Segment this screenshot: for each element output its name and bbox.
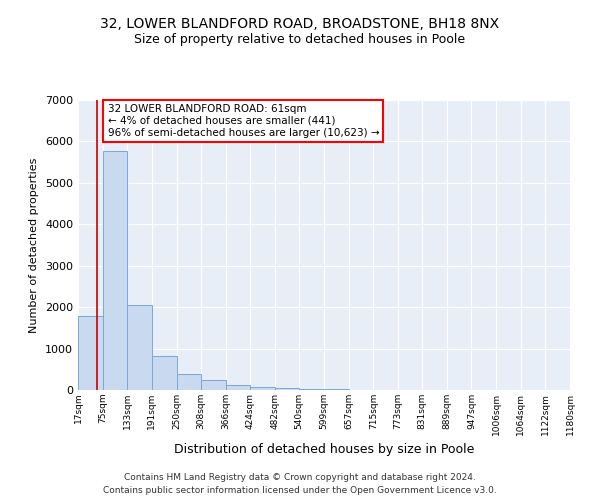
- Text: 32, LOWER BLANDFORD ROAD, BROADSTONE, BH18 8NX: 32, LOWER BLANDFORD ROAD, BROADSTONE, BH…: [100, 18, 500, 32]
- Text: Contains public sector information licensed under the Open Government Licence v3: Contains public sector information licen…: [103, 486, 497, 495]
- Bar: [103, 152, 127, 390]
- Bar: [299, 389, 324, 390]
- Bar: [152, 356, 176, 390]
- Text: 32 LOWER BLANDFORD ROAD: 61sqm
← 4% of detached houses are smaller (441)
96% of : 32 LOWER BLANDFORD ROAD: 61sqm ← 4% of d…: [107, 104, 379, 138]
- Bar: [275, 388, 299, 390]
- Y-axis label: Number of detached properties: Number of detached properties: [29, 158, 40, 332]
- Text: Size of property relative to detached houses in Poole: Size of property relative to detached ho…: [134, 32, 466, 46]
- Bar: [78, 316, 103, 390]
- Text: Contains HM Land Registry data © Crown copyright and database right 2024.: Contains HM Land Registry data © Crown c…: [124, 474, 476, 482]
- X-axis label: Distribution of detached houses by size in Poole: Distribution of detached houses by size …: [174, 443, 474, 456]
- Bar: [201, 380, 226, 390]
- Bar: [127, 305, 152, 390]
- Bar: [250, 386, 275, 390]
- Bar: [176, 374, 201, 390]
- Bar: [226, 386, 250, 390]
